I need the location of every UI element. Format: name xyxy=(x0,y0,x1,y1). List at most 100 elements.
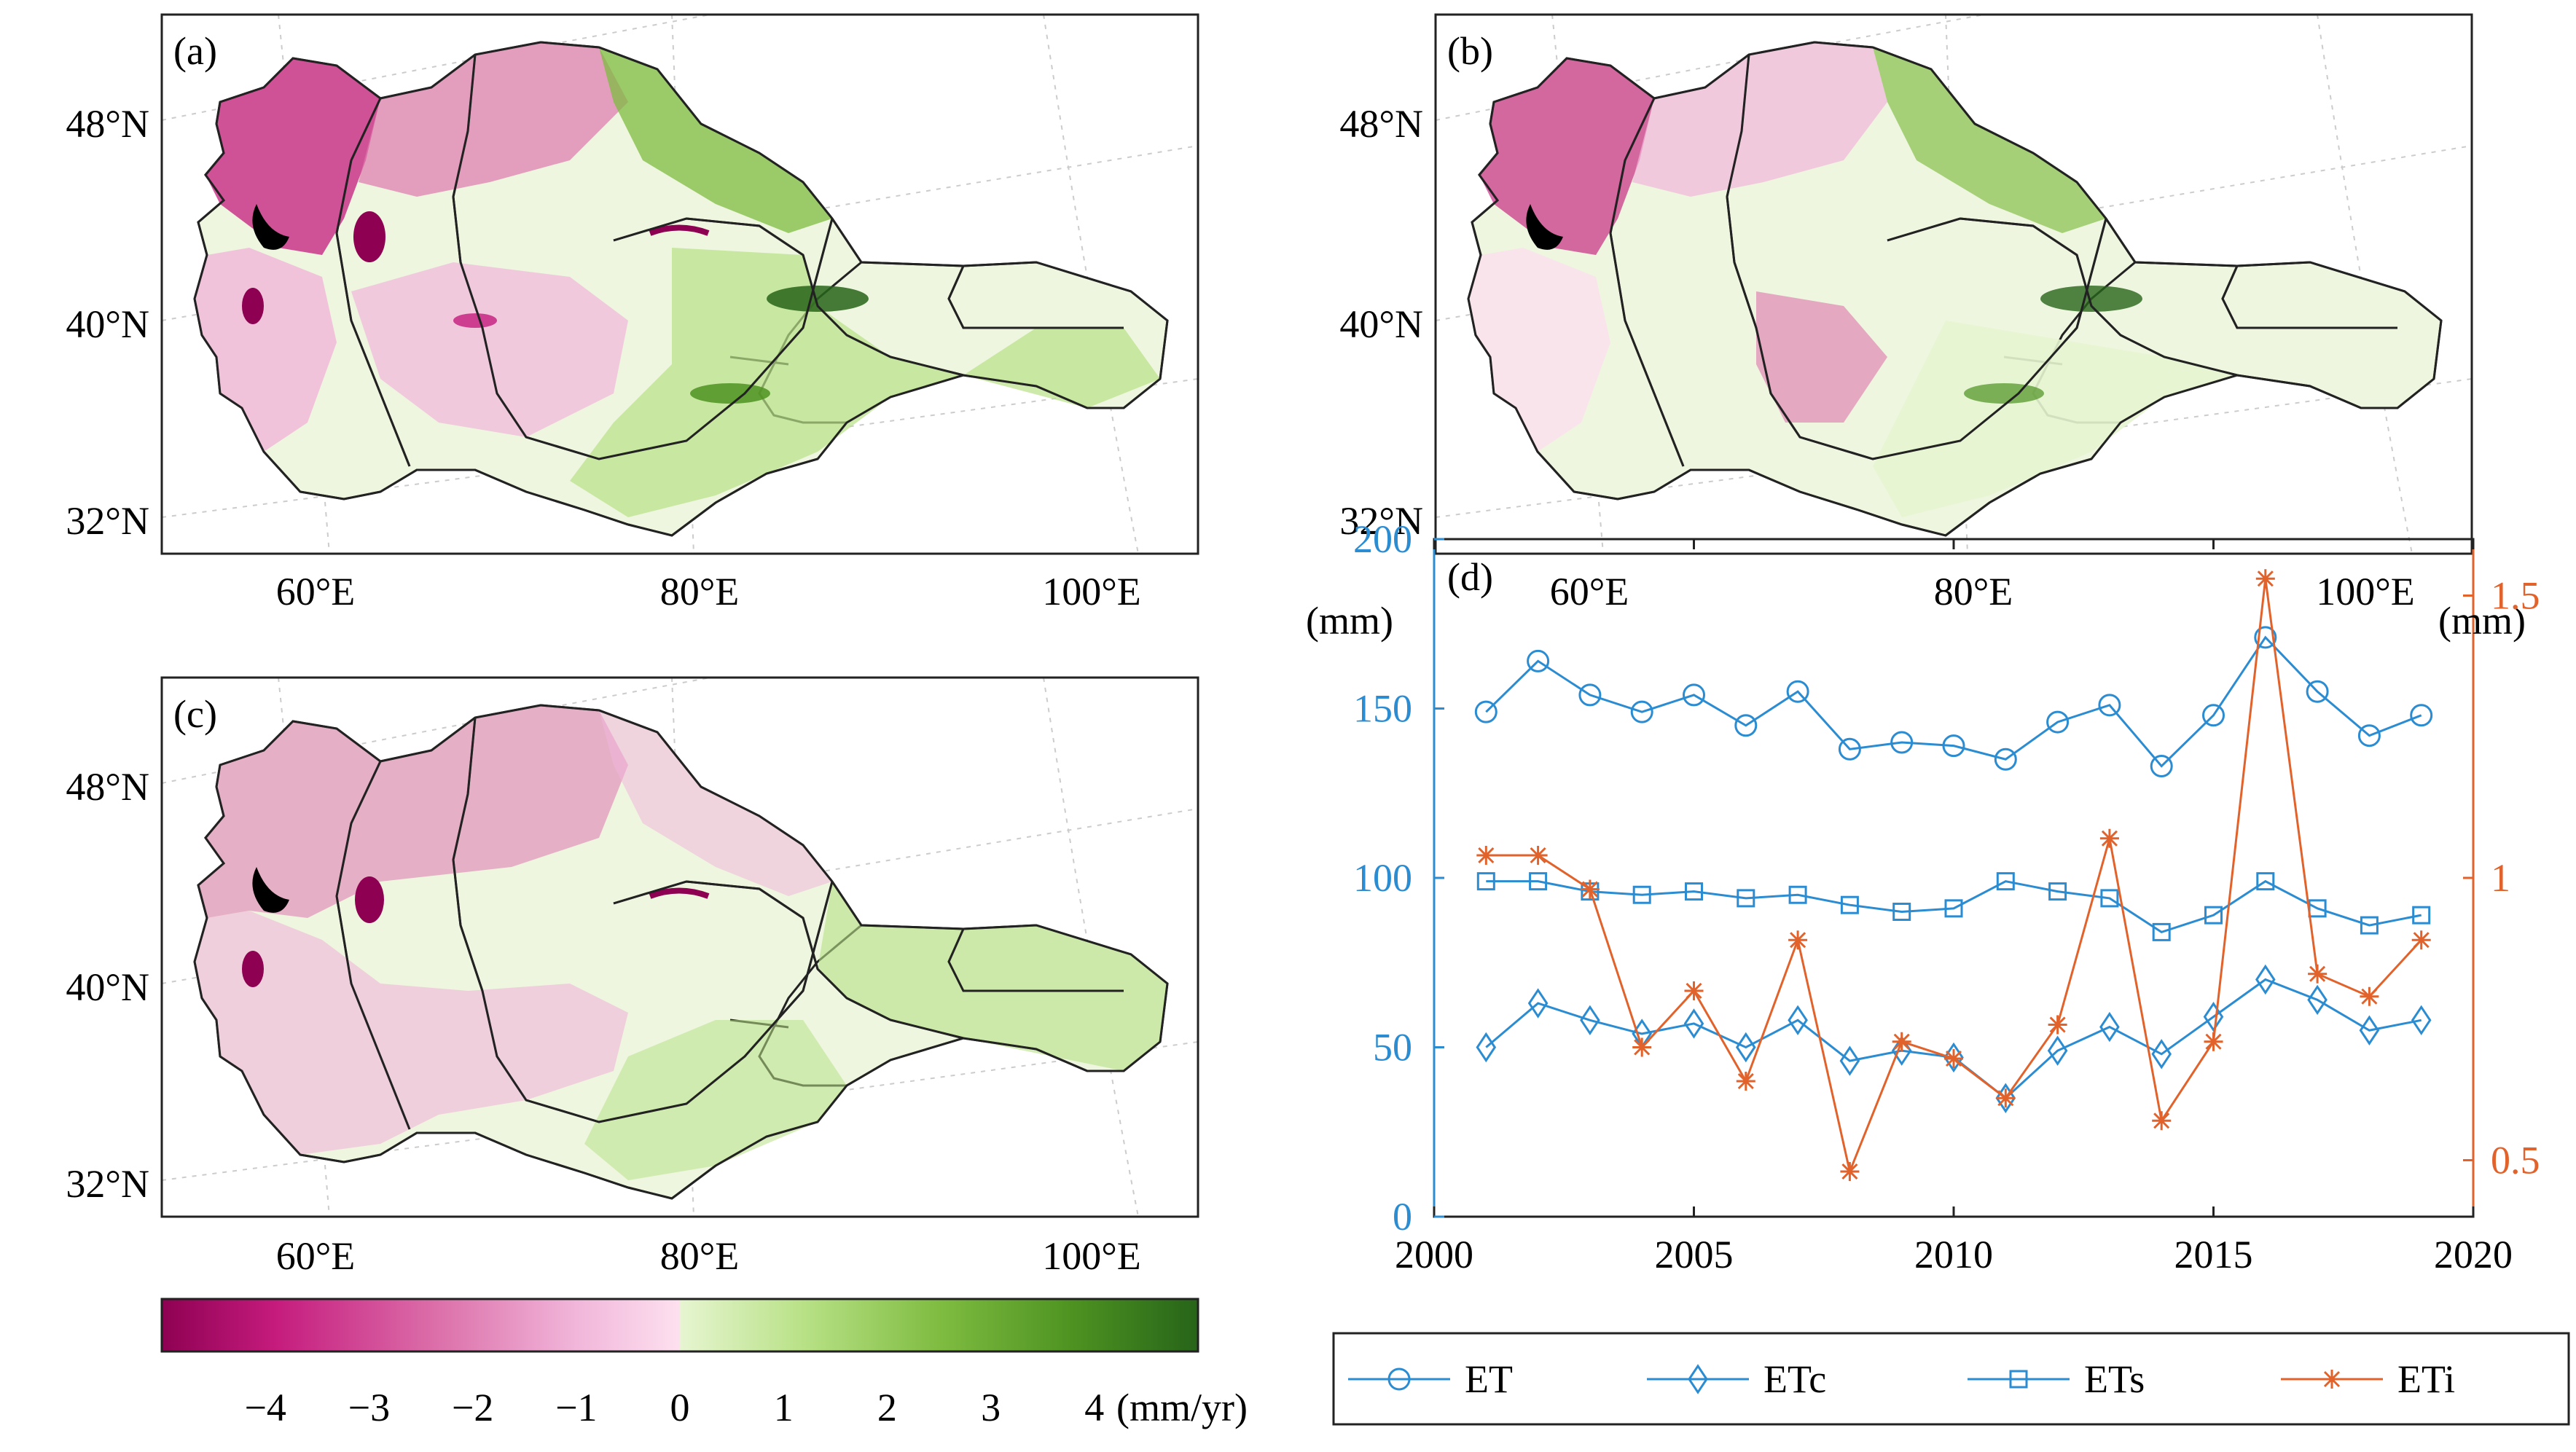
colorbar-tick-label: 1 xyxy=(774,1386,794,1429)
y-left-tick-label: 50 xyxy=(1373,1026,1412,1070)
lat-label: 40°N xyxy=(1339,302,1423,346)
data-point-ETc xyxy=(2047,1035,2068,1066)
data-point-ETi xyxy=(1528,846,1548,865)
panel-label-c: (c) xyxy=(173,692,217,736)
data-point-ETi xyxy=(2099,828,2119,848)
lat-labels-c: 48°N 40°N 32°N xyxy=(66,765,149,1206)
data-point-ETs xyxy=(1476,872,1495,891)
data-point-ETs xyxy=(2100,889,2119,908)
legend-label: ETc xyxy=(1763,1357,1826,1401)
data-point-ETi xyxy=(2048,1015,2067,1035)
data-point-ETi xyxy=(1840,1162,1860,1181)
legend-item-ET: ET xyxy=(1348,1357,1513,1401)
data-point-ETs xyxy=(1944,899,1963,918)
data-point-ETc xyxy=(2099,1011,2120,1043)
y-right-tick-label: 0.5 xyxy=(2491,1139,2540,1182)
lat-label: 32°N xyxy=(66,1162,149,1206)
lon-label: 80°E xyxy=(660,570,740,613)
data-point-ET xyxy=(2150,755,2173,778)
map-panel-b: (b) 48°N 40°N 32°N 60°E 80°E 100°E xyxy=(1339,13,2473,613)
colorbar: −4 −3 −2 −1 0 1 2 3 4 (mm/yr) xyxy=(160,1298,1248,1429)
y-left-tick-label: 100 xyxy=(1353,856,1412,900)
x-tick-label: 2015 xyxy=(2174,1233,2253,1276)
legend-marker xyxy=(1688,1364,1708,1394)
x-tick-label: 2000 xyxy=(1395,1233,1473,1276)
data-point-ETs xyxy=(1996,872,2015,891)
data-point-ETc xyxy=(2359,1015,2380,1045)
lat-label: 40°N xyxy=(66,965,149,1009)
colorbar-tick-label: 4 xyxy=(1084,1386,1104,1429)
y-right-tick-label: 1 xyxy=(2491,856,2510,900)
series-line-ETi xyxy=(1486,578,2422,1176)
map-panel-c: (c) 48°N 40°N 32°N 60°E 80°E 100°E xyxy=(66,676,1199,1278)
lon-label: 100°E xyxy=(1042,570,1141,613)
x-tick-label: 2005 xyxy=(1655,1233,1734,1276)
colorbar-tick-label: 2 xyxy=(877,1386,897,1429)
legend-label: ET xyxy=(1465,1357,1513,1401)
data-point-ETc xyxy=(1527,988,1549,1019)
data-point-ET xyxy=(1683,683,1705,707)
lon-label: 60°E xyxy=(1550,570,1629,613)
data-point-ET xyxy=(2357,724,2381,747)
lat-labels-b: 48°N 40°N 32°N xyxy=(1339,102,1423,543)
lon-label: 80°E xyxy=(660,1234,740,1278)
data-point-ET xyxy=(1578,683,1602,707)
y-right-tick-label: 1.5 xyxy=(2491,574,2540,618)
lon-label: 60°E xyxy=(276,1234,356,1278)
chart-legend: ET ETc ETs ETi xyxy=(1332,1332,2570,1426)
lon-labels-c: 60°E 80°E 100°E xyxy=(276,1234,1141,1278)
series-ETc xyxy=(1476,964,2432,1113)
lat-label: 32°N xyxy=(1339,499,1423,543)
data-point-ETc xyxy=(1839,1045,1860,1076)
data-point-ET xyxy=(1474,700,1498,723)
data-point-ETi xyxy=(1476,846,1496,865)
legend-box xyxy=(1332,1332,2570,1426)
data-point-ETi xyxy=(2411,930,2431,950)
data-point-ETs xyxy=(1892,903,1911,921)
data-point-ETs xyxy=(1840,895,1859,914)
legend-item-ETc: ETc xyxy=(1647,1357,1826,1401)
colorbar-unit: (mm/yr) xyxy=(1116,1386,1248,1429)
series-line-ET xyxy=(1485,635,2422,768)
colorbar-tick-label: −2 xyxy=(452,1386,493,1429)
data-point-ETs xyxy=(2204,906,2223,925)
lat-label: 32°N xyxy=(66,499,149,543)
data-point-ET xyxy=(1734,714,1758,737)
data-point-ET xyxy=(1942,734,1965,758)
panel-label-a: (a) xyxy=(173,29,217,73)
colorbar-gradient xyxy=(160,1298,1199,1353)
data-point-ET xyxy=(2306,680,2329,703)
data-point-ETc xyxy=(2203,1001,2224,1032)
series-ETs xyxy=(1476,872,2431,941)
data-point-ETs xyxy=(1632,885,1651,904)
colorbar-tick-label: −4 xyxy=(244,1386,286,1429)
y-left-tick-label: 200 xyxy=(1353,517,1412,561)
legend-item-ETi: ETi xyxy=(2281,1357,2455,1401)
data-point-ETc xyxy=(2411,1005,2432,1036)
lat-label: 40°N xyxy=(66,302,149,346)
line-chart-panel-d: (d) (mm) (mm) 2000 2005 2010 2015 2020 0 50 100… xyxy=(1306,517,2540,1276)
data-point-ETi xyxy=(1684,981,1704,1000)
colorbar-tick-label: 3 xyxy=(981,1386,1001,1429)
data-point-ETc xyxy=(1683,1008,1704,1039)
data-point-ETi xyxy=(2152,1111,2172,1131)
data-point-ETc xyxy=(1735,1032,1756,1063)
data-point-ETc xyxy=(1580,1005,1600,1036)
data-point-ET xyxy=(1786,680,1809,703)
data-point-ETc xyxy=(2307,984,2328,1016)
data-point-ET xyxy=(2046,710,2070,734)
right-axis-unit: (mm) xyxy=(2438,599,2526,643)
lon-labels-a: 60°E 80°E 100°E xyxy=(276,570,1141,613)
data-point-ETi xyxy=(1632,1037,1652,1057)
y-left-tick-label: 0 xyxy=(1393,1195,1412,1239)
data-point-ETi xyxy=(1996,1088,2016,1108)
lat-labels-a: 48°N 40°N 32°N xyxy=(66,102,149,543)
data-point-ET xyxy=(1630,700,1653,723)
data-point-ETs xyxy=(2256,872,2275,891)
x-tick-label: 2020 xyxy=(2434,1233,2513,1276)
data-point-ETc xyxy=(1476,1032,1497,1063)
data-point-ETs xyxy=(1685,882,1703,901)
data-point-ETi xyxy=(2360,986,2379,1006)
data-point-ETs xyxy=(1788,885,1807,904)
